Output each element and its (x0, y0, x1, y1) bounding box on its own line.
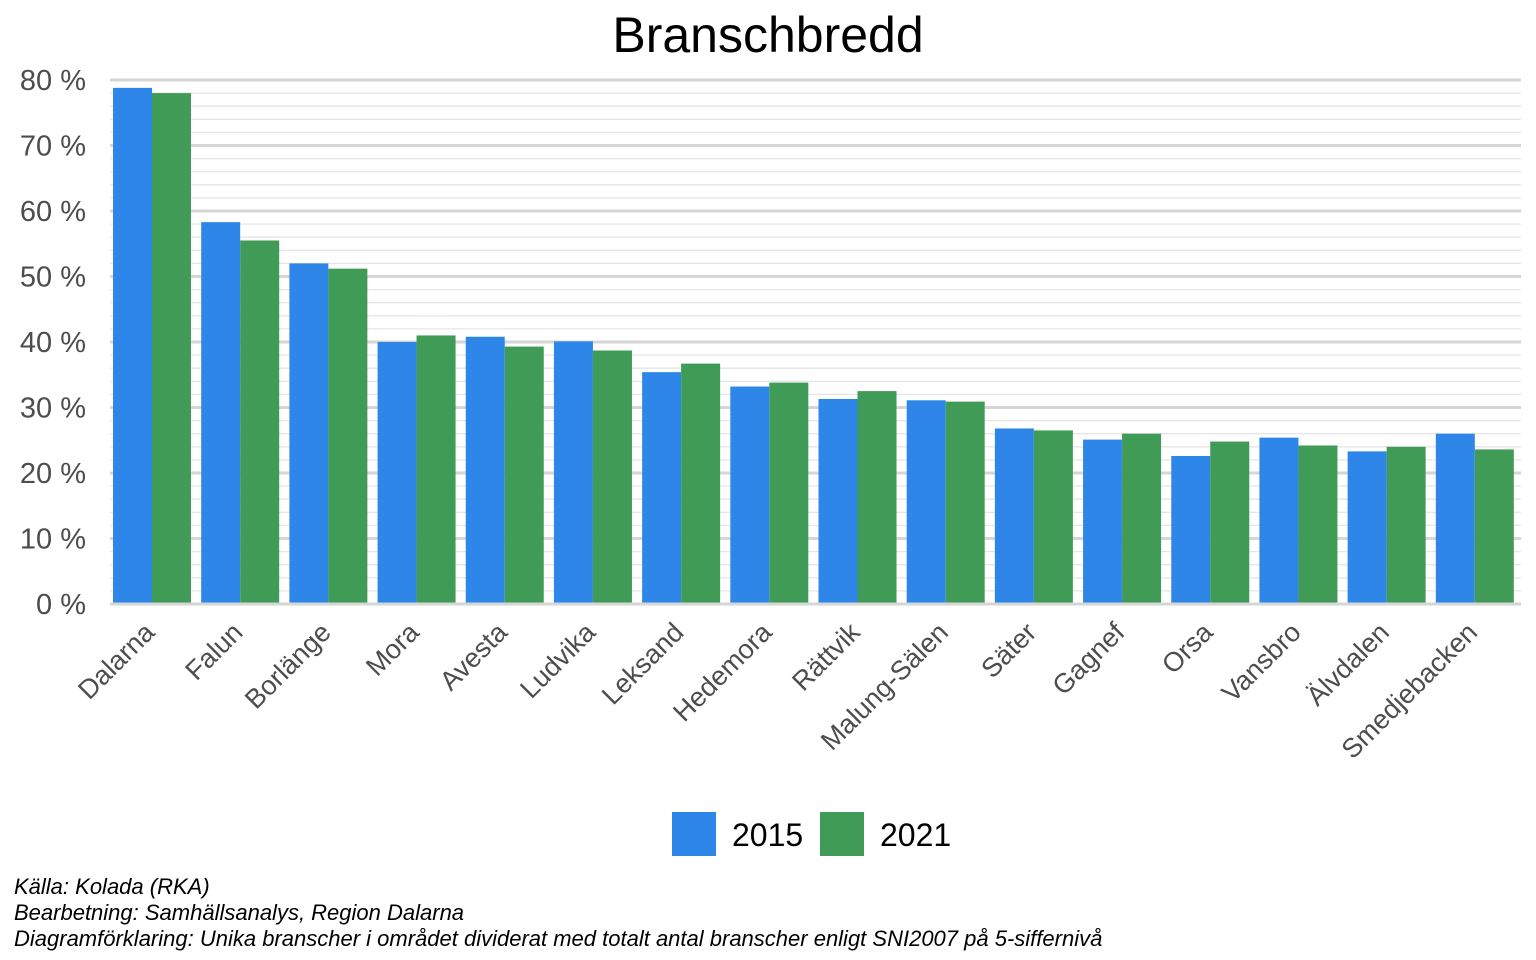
bar-2015-smedjebacken (1435, 433, 1475, 604)
bar-2015-falun (201, 222, 241, 604)
bar-2015-orsa (1171, 455, 1211, 604)
bars (113, 87, 1514, 605)
x-tick-label: Avesta (434, 616, 514, 696)
bar-2021-smedjebacken (1474, 449, 1514, 604)
bar-2021-gagnef (1122, 433, 1162, 604)
legend-swatch-2015 (672, 812, 716, 856)
legend: 2015 2021 (672, 812, 951, 856)
bar-2015-rättvik (818, 398, 858, 604)
bar-2021-älvdalen (1386, 446, 1426, 604)
x-tick-label: Säter (975, 617, 1042, 684)
y-tick-label: 80 % (20, 65, 86, 97)
legend-label-2015: 2015 (732, 817, 803, 853)
bar-2015-mora (377, 342, 417, 604)
bar-2015-älvdalen (1347, 451, 1387, 604)
bar-2021-avesta (504, 346, 544, 604)
x-tick-label: Mora (360, 616, 425, 681)
bar-2021-mora (416, 335, 456, 604)
y-tick-label: 50 % (20, 262, 86, 294)
bar-2021-falun (240, 240, 280, 604)
x-tick-label: Ludvika (514, 616, 602, 704)
chart-title: Branschbredd (612, 7, 923, 63)
caption-explanation: Diagramförklaring: Unika branscher i omr… (14, 926, 1103, 951)
legend-label-2021: 2021 (880, 817, 951, 853)
y-tick-label: 60 % (20, 196, 86, 228)
bar-2015-gagnef (1083, 439, 1123, 604)
caption-processing: Bearbetning: Samhällsanalys, Region Dala… (14, 900, 465, 925)
bar-2021-hedemora (769, 382, 809, 604)
caption-source: Källa: Kolada (RKA) (14, 874, 210, 899)
bar-2015-säter (994, 428, 1034, 604)
bar-2015-avesta (465, 336, 505, 604)
x-tick-label: Vansbro (1216, 617, 1307, 708)
bar-2015-ludvika (553, 341, 593, 604)
bar-2015-hedemora (730, 386, 770, 604)
bar-2021-dalarna (152, 93, 191, 604)
x-tick-label: Orsa (1156, 616, 1219, 679)
y-tick-label: 0 % (36, 589, 86, 621)
y-tick-label: 40 % (20, 327, 86, 359)
bar-2021-ludvika (592, 350, 632, 604)
bar-2021-orsa (1210, 441, 1250, 604)
x-tick-label: Leksand (596, 617, 689, 710)
bar-2021-borlänge (328, 268, 368, 604)
y-tick-label: 10 % (20, 524, 86, 556)
bar-2021-malung-sälen (945, 401, 985, 604)
bar-2015-borlänge (289, 263, 329, 604)
y-tick-label: 20 % (20, 458, 86, 490)
bar-2021-vansbro (1298, 445, 1338, 604)
x-tick-label: Gagnef (1047, 617, 1131, 701)
y-tick-label: 30 % (20, 393, 86, 425)
x-tick-label: Rättvik (786, 617, 866, 697)
x-tick-label: Borlänge (239, 617, 337, 715)
bar-2015-malung-sälen (906, 400, 946, 604)
x-tick-label: Dalarna (72, 616, 161, 705)
y-tick-label: 70 % (20, 131, 86, 163)
bar-2021-leksand (681, 363, 721, 604)
legend-swatch-2021 (820, 812, 864, 856)
x-tick-label: Falun (180, 617, 249, 686)
bar-2015-vansbro (1259, 437, 1299, 604)
bar-2015-dalarna (113, 87, 152, 605)
bar-2015-leksand (642, 372, 682, 604)
bar-2021-rättvik (857, 391, 897, 604)
bar-2021-säter (1033, 430, 1073, 604)
y-axis-ticks: 0 % 10 % 20 % 30 % 40 % 50 % 60 % 70 % 80 % (20, 65, 86, 621)
